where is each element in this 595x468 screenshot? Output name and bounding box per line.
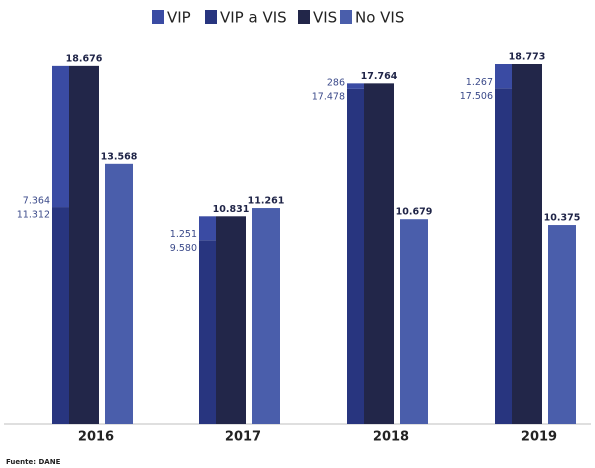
bar [216, 216, 246, 424]
data-label: 18.676 [66, 53, 103, 64]
data-label: 7.364 [23, 196, 50, 207]
bar-segment [495, 64, 512, 89]
data-label: 17.506 [460, 91, 493, 102]
x-tick-label: 2019 [521, 430, 557, 445]
data-label: 13.568 [101, 151, 138, 162]
bar-segment [52, 207, 69, 424]
legend-swatch [152, 10, 164, 24]
legend-swatch [205, 10, 217, 24]
legend-swatch [340, 10, 352, 24]
bar-segment [495, 88, 512, 424]
data-label: 10.679 [396, 207, 433, 218]
data-label: 10.831 [213, 204, 250, 215]
source-note: Fuente: DANE [6, 458, 61, 466]
legend-label: VIS [313, 9, 337, 27]
legend-label: No VIS [355, 9, 404, 27]
bar [548, 225, 576, 424]
data-label: 11.261 [248, 196, 285, 207]
x-tick-label: 2016 [78, 430, 114, 445]
bar-segment [347, 83, 364, 89]
data-label: 17.478 [312, 91, 345, 102]
data-label: 18.773 [509, 52, 546, 63]
data-label: 1.267 [466, 77, 493, 88]
bar [105, 163, 133, 424]
data-label: 1.251 [170, 229, 197, 240]
data-label: 17.764 [361, 71, 398, 82]
x-tick-label: 2018 [373, 430, 409, 445]
bar [512, 64, 542, 424]
legend-label: VIP [167, 9, 191, 27]
data-label: 10.375 [544, 213, 581, 224]
x-tick-label: 2017 [225, 430, 261, 445]
data-label: 286 [327, 77, 345, 88]
legend-swatch [298, 10, 310, 24]
legend-label: VIP a VIS [220, 9, 287, 27]
bar [252, 208, 280, 424]
bar-segment [199, 216, 216, 241]
bar [400, 219, 428, 424]
bar [69, 65, 99, 425]
data-label: 9.580 [170, 243, 197, 254]
data-label: 11.312 [17, 210, 50, 221]
bar-segment [347, 88, 364, 425]
bar-segment [52, 65, 69, 208]
bar-segment [199, 240, 216, 424]
bar [364, 83, 394, 425]
